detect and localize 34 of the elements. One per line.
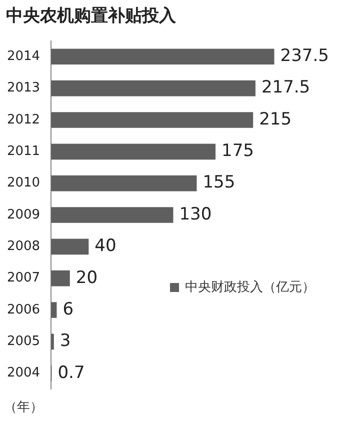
chart-title: 中央农机购置补贴投入 — [6, 5, 176, 27]
data-label: 40 — [94, 236, 116, 256]
bar — [51, 175, 197, 192]
data-label: 215 — [259, 109, 292, 130]
data-label: 130 — [179, 204, 212, 224]
bar — [51, 238, 89, 255]
bar — [51, 270, 70, 286]
y-tick-label: 2010 — [6, 176, 40, 191]
data-label: 6 — [62, 299, 74, 320]
y-tick-label: 2012 — [6, 112, 40, 128]
bar — [51, 112, 254, 128]
data-label: 20 — [76, 268, 98, 288]
y-tick-label: 2007 — [6, 270, 40, 286]
y-tick-label: 2008 — [6, 239, 40, 254]
y-tick-label: 2006 — [6, 302, 40, 318]
y-tick-label: 2005 — [6, 334, 40, 350]
y-tick-label: 2011 — [6, 144, 40, 160]
y-tick-label: 2004 — [6, 366, 40, 381]
data-label: 0.7 — [58, 362, 85, 383]
legend-label: 中央财政投入（亿元） — [185, 279, 315, 296]
data-label: 155 — [202, 172, 236, 193]
bar — [51, 302, 57, 318]
y-tick-label: 2009 — [6, 207, 40, 222]
bar — [51, 48, 274, 65]
data-label: 3 — [60, 331, 71, 352]
bar — [51, 144, 216, 160]
y-tick-label: 2013 — [6, 80, 40, 96]
bar — [51, 80, 256, 96]
y-axis-title: （年） — [4, 399, 43, 416]
bar — [51, 207, 174, 223]
data-label: 175 — [222, 141, 254, 162]
data-label: 237.5 — [280, 46, 329, 66]
data-label: 217.5 — [261, 78, 310, 98]
y-tick-label: 2014 — [6, 49, 40, 64]
